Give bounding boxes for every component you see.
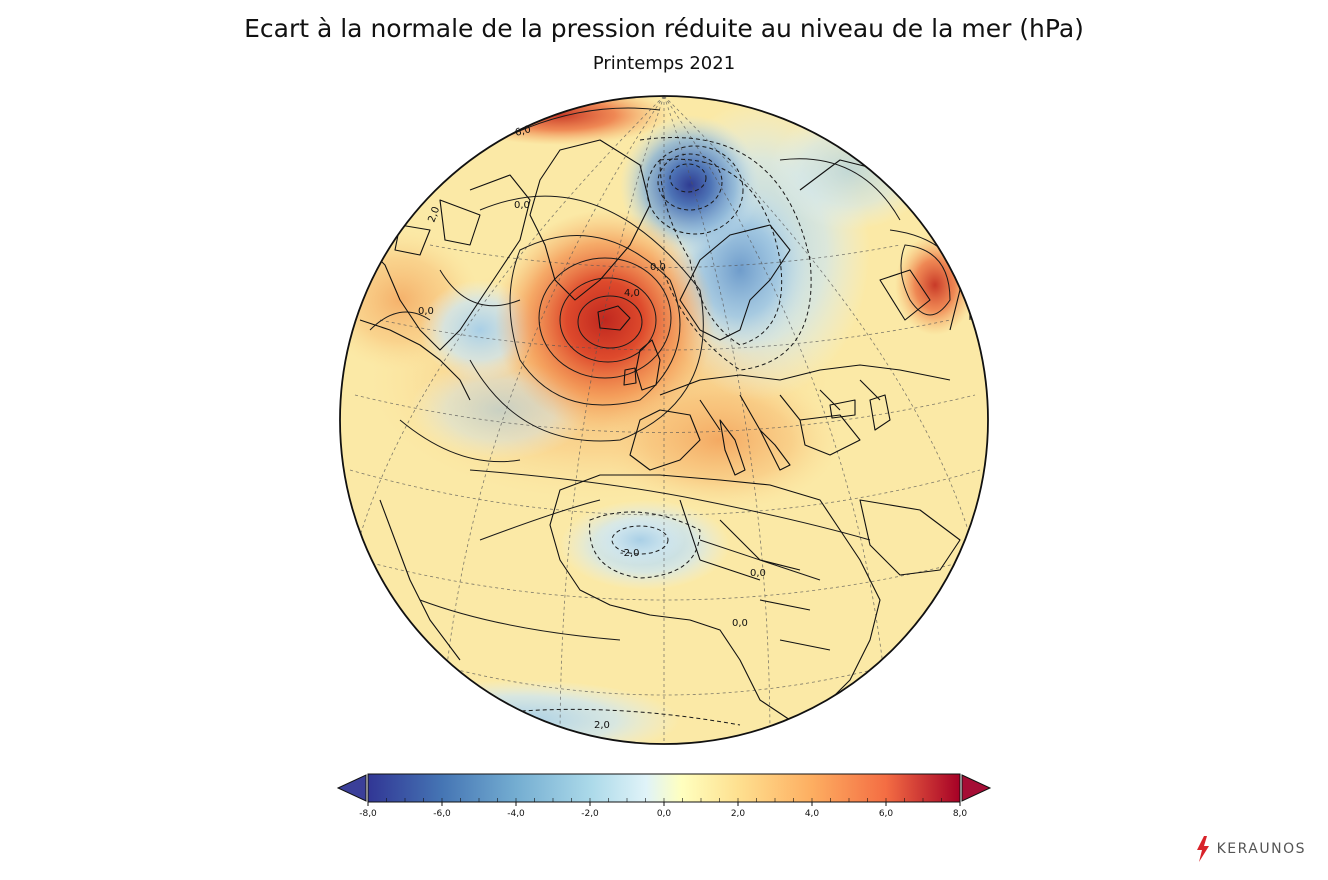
colorbar-tick-label: 8,0 [953, 809, 968, 819]
colorbar-gradient [367, 773, 961, 803]
map-subtitle: Printemps 2021 [592, 53, 736, 74]
contour-label: 0,0 [750, 568, 766, 579]
lightning-bolt-icon [1196, 836, 1209, 862]
contour-label: 2,0 [594, 720, 610, 731]
contour-label: 0,0 [514, 200, 530, 211]
colorbar-low-extension [336, 774, 367, 802]
contour-label: 2,0 [426, 205, 442, 224]
colorbar-tick-label: -6,0 [433, 809, 451, 819]
brand-name: KERAUNOS [1216, 841, 1306, 857]
contour-label: 4,0 [624, 288, 640, 299]
contour-label: 0,0 [732, 618, 748, 629]
colorbar-tick-label: 2,0 [731, 809, 746, 819]
colorbar: -8,0 -6,0 -4,0 -2,0 0,0 2,0 4,0 6,0 8,0 [336, 773, 992, 819]
colorbar-tick-label: 6,0 [879, 809, 894, 819]
contour-label: 6,0 [514, 124, 532, 139]
colorbar-tick-label: 0,0 [657, 809, 672, 819]
globe-map: 6,0 2,0 0,0 4,0 0,0 0,0 -2,0 0,0 0,0 2,0 [339, 95, 989, 745]
contour-label: 0,0 [650, 262, 666, 273]
colorbar-high-extension [961, 774, 992, 802]
colorbar-tick-label: -4,0 [507, 809, 525, 819]
contour-label: 0,0 [418, 306, 434, 317]
colorbar-tick-label: -8,0 [359, 809, 377, 819]
contour-label: -2,0 [620, 548, 640, 559]
colorbar-tick-label: 4,0 [805, 809, 820, 819]
brand-logo: KERAUNOS [1195, 836, 1306, 862]
map-title: Ecart à la normale de la pression réduit… [244, 14, 1084, 43]
globe-outline [339, 95, 989, 745]
contour-labels: 6,0 2,0 0,0 4,0 0,0 0,0 -2,0 0,0 0,0 2,0 [418, 124, 766, 731]
colorbar-tick-label: -2,0 [581, 809, 599, 819]
